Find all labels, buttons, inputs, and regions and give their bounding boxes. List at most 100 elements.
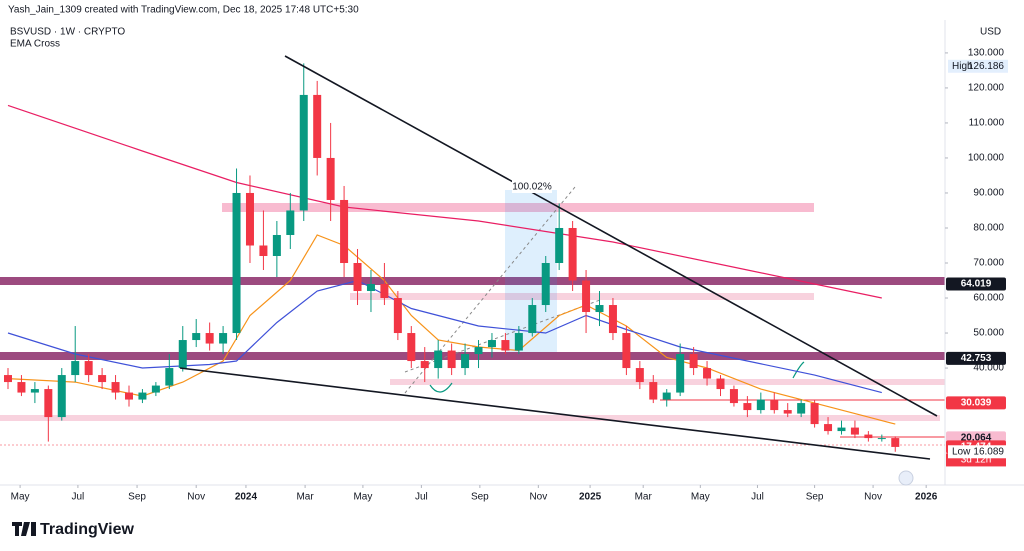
x-tick-label: Nov [187,492,205,503]
candle-body [3,375,12,383]
candle-body [729,389,738,404]
arc-drawing [792,361,805,379]
price-label: 20.064 [961,432,992,443]
x-tick-label: Nov [529,492,547,503]
candle-body [756,399,765,411]
candle-body [662,392,671,400]
logo-mark [12,522,36,536]
candle-body [447,350,456,369]
candle-body [98,375,107,383]
arc-drawing [429,382,453,393]
candle-body [286,210,295,235]
x-tick-label: Mar [635,492,653,503]
measure-label: 100.02% [512,182,552,193]
candle-body [541,263,550,306]
candle-body [393,298,402,334]
x-tick-label: May [691,492,710,503]
x-tick-label: 2024 [235,492,258,503]
x-tick-label: 2026 [915,492,938,503]
zone [390,379,945,385]
y-tick-label: 110.000 [969,118,1005,129]
candle-body [299,94,308,211]
high-label: High [952,61,973,72]
candle-body [635,368,644,383]
candle-body [272,234,281,257]
candle-body [17,382,26,393]
x-tick-label: Sep [806,492,824,503]
x-tick-label: May [353,492,372,503]
candle-body [165,368,174,386]
candle-body [57,375,66,418]
x-tick-label: Mar [296,492,314,503]
price-label: 30.039 [961,398,992,409]
candle-body [501,340,510,351]
y-tick-label: 130.000 [968,48,1005,59]
x-tick-label: Jul [72,492,85,503]
channel-line [404,186,576,394]
candle-body [340,199,349,264]
x-tick-label: 2025 [579,492,602,503]
candle-body [461,354,470,369]
candle-body [407,333,416,362]
ema-line [7,104,882,299]
candle-body [514,333,523,351]
x-tick-label: Jul [751,492,764,503]
candle-body [528,305,537,334]
x-tick-label: May [11,492,30,503]
candle-body [649,382,658,400]
candle-body [111,382,120,393]
zone [0,277,945,285]
candle-body [810,403,819,425]
zone [0,352,945,360]
candle-body [71,361,80,376]
candle-body [30,389,39,393]
candle-body [192,333,201,341]
event-icon [898,470,914,486]
price-label: 42.753 [961,353,992,364]
candle-body [555,227,564,264]
y-tick-label: 100.000 [968,153,1005,164]
low-label: Low [952,446,971,457]
trend-line [179,367,931,460]
candle-body [582,280,591,313]
candle-body [837,427,846,432]
candle-body [608,305,617,334]
candle-body [595,305,604,313]
y-tick-label: 40.000 [973,363,1004,374]
candle-body [689,354,698,369]
candle-body [245,192,254,246]
candle-body [474,347,483,355]
high-label-bg [948,59,1008,73]
y-tick-label: 50.000 [973,328,1004,339]
countdown: 3d 12h [961,455,992,466]
y-tick-label: 120.000 [968,83,1005,94]
candle-body [353,263,362,292]
axis-layer: May Jul Sep Nov 2024 Mar May Jul Sep Nov 2025 Mar Ma… [11,48,1008,503]
candle-body [420,361,429,369]
candle-body [313,94,322,158]
candle-body [205,333,214,344]
ema-line [7,234,896,425]
candle-body [770,399,779,411]
x-tick-label: Sep [471,492,489,503]
candle-body [783,410,792,414]
x-tick-label: Nov [864,492,882,503]
candle-body [151,385,160,393]
candle-body [434,350,443,369]
candle-body [219,333,228,344]
candle-body [124,392,133,400]
indicator-name: EMA Cross [10,39,60,50]
candle-body [703,368,712,379]
candle-body [326,157,335,200]
candle-body [676,354,685,393]
candle-body [178,340,187,369]
y-tick-label: 70.000 [973,258,1004,269]
channel-line [404,299,601,373]
candle-body [850,427,859,435]
symbol-title: BSVUSD · 1W · CRYPTO [10,27,125,38]
price-label: 64.019 [961,279,992,290]
high-value: 126.186 [968,61,1005,72]
candle-body [716,378,725,390]
